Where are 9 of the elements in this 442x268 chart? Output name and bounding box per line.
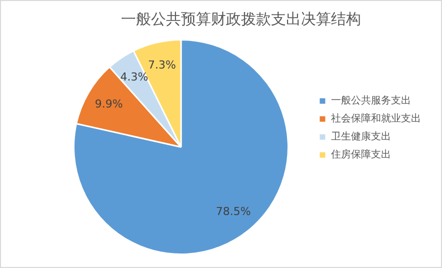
data-label: 4.3% bbox=[120, 70, 148, 84]
legend-label: 卫生健康支出 bbox=[331, 130, 391, 143]
data-label: 9.9% bbox=[94, 98, 123, 110]
data-label: 78.5% bbox=[216, 205, 251, 218]
chart-title: 一般公共预算财政拨款支出决算结构 bbox=[121, 10, 361, 28]
legend-label: 住房保障支出 bbox=[331, 148, 391, 161]
legend-label: 社会保障和就业支出 bbox=[331, 112, 421, 125]
data-label: 7.3% bbox=[148, 58, 176, 72]
legend-label: 一般公共服务支出 bbox=[331, 94, 411, 107]
